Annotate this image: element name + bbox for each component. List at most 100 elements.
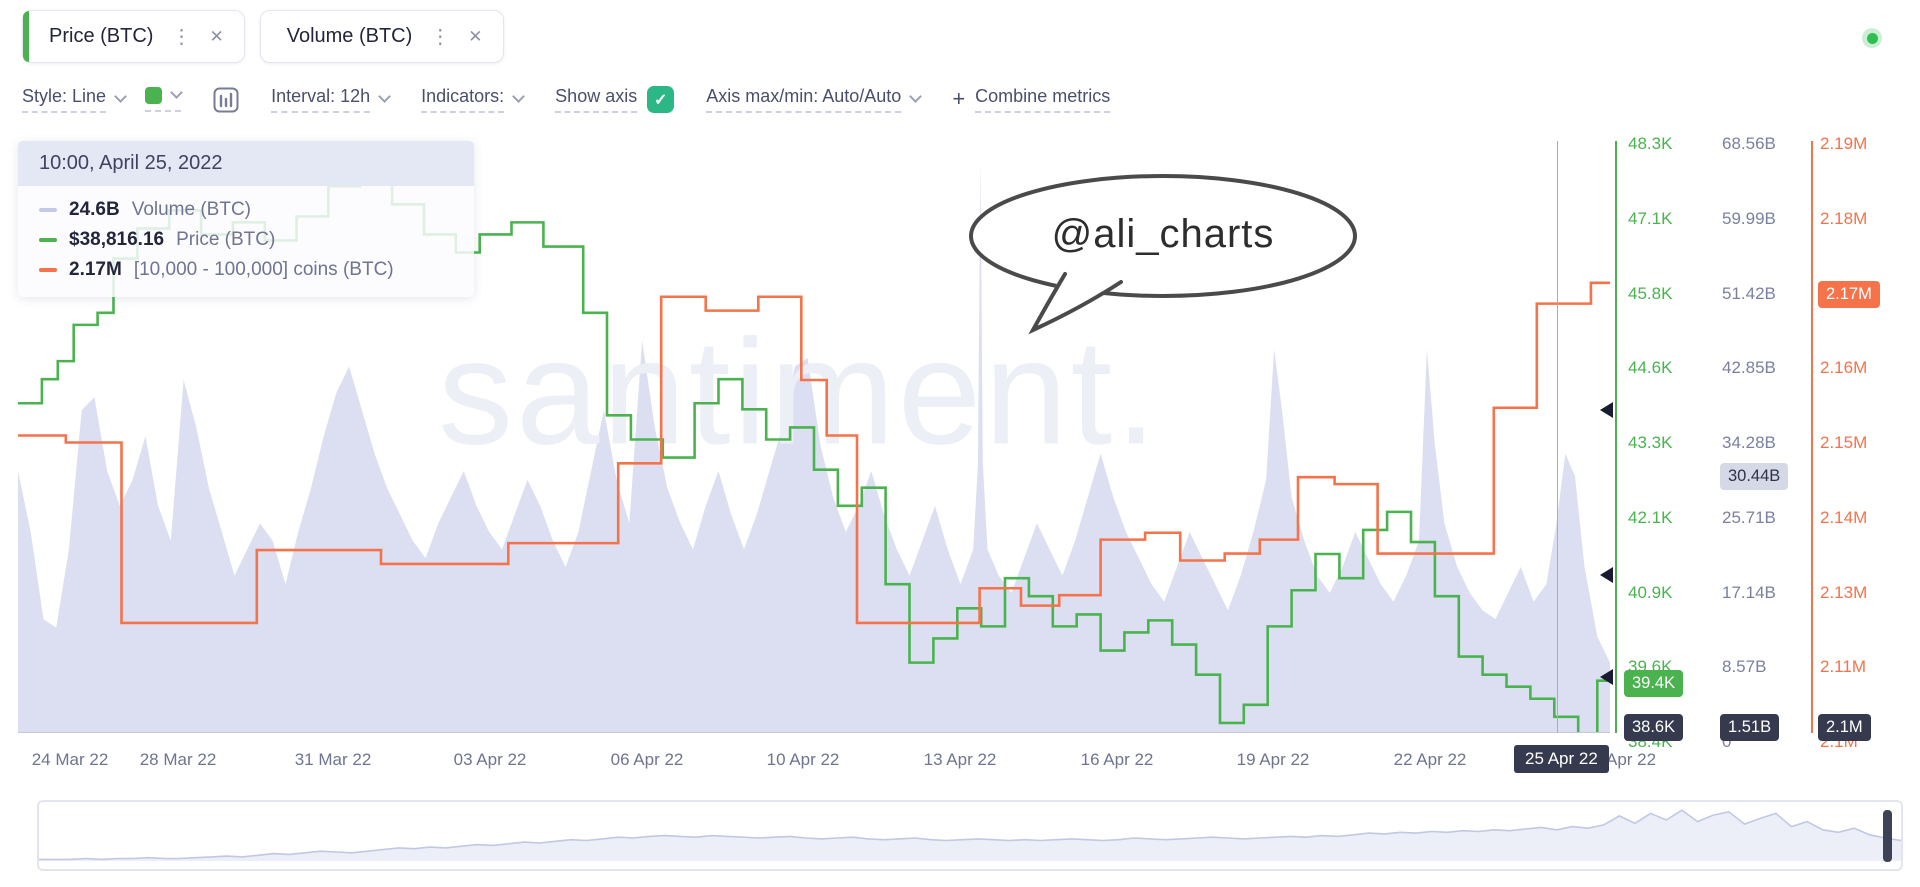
- axis-tick-label: 44.6K: [1628, 358, 1673, 378]
- color-picker-dropdown[interactable]: [145, 86, 183, 112]
- coins-current-badge: 2.17M: [1818, 281, 1880, 308]
- axis-tick-label: 45.8K: [1628, 283, 1673, 303]
- price-current-badge: 39.4K: [1624, 670, 1684, 697]
- x-tick-label: 03 Apr 22: [453, 750, 527, 769]
- axis-tick-label: 2.11M: [1820, 657, 1866, 677]
- x-tick-label: 24 Mar 22: [31, 750, 109, 769]
- x-axis-partial-label: Apr 22: [1606, 750, 1657, 769]
- axis-tick-label: 2.15M: [1820, 433, 1868, 452]
- series-color-dash: [39, 208, 57, 212]
- axis-tick-label: 2.19M: [1820, 134, 1868, 153]
- status-dot-inner: [1866, 32, 1878, 44]
- show-axis-toggle[interactable]: Show axis ✓: [555, 86, 675, 113]
- tooltip-datetime: 10:00, April 25, 2022: [18, 141, 474, 186]
- status-indicator-dot: [1862, 28, 1882, 48]
- tooltip-value: 2.17M: [69, 259, 122, 280]
- crosshair-line: [1557, 141, 1558, 733]
- metric-tab-bar: Price (BTC) ⋮ ✕ Volume (BTC) ⋮ ✕: [22, 10, 504, 63]
- tab-volume-btc[interactable]: Volume (BTC) ⋮ ✕: [259, 10, 504, 63]
- chevron-down-icon: [378, 90, 391, 103]
- plus-icon: +: [952, 85, 966, 111]
- axis-tick-label: 59.99B: [1722, 208, 1776, 228]
- indicators-dropdown[interactable]: Indicators:: [421, 86, 526, 113]
- chart-plot-area[interactable]: santiment.: [18, 141, 1610, 733]
- tooltip-series-label: Price (BTC): [176, 229, 276, 250]
- axis-tick-label: 68.56B: [1722, 134, 1776, 153]
- x-tick-label: 06 Apr 22: [610, 750, 684, 769]
- annotation-bubble: [969, 174, 1357, 335]
- axis-tick-label: 43.3K: [1628, 433, 1673, 452]
- tooltip-value: $38,816.16: [69, 229, 165, 250]
- tooltip-value: 24.6B: [69, 199, 120, 220]
- x-tick-label: 28 Mar 22: [139, 750, 217, 769]
- tab-menu-kebab-icon[interactable]: ⋮: [430, 25, 451, 48]
- axis-marker-triangle: [1600, 669, 1613, 685]
- tab-label: Volume (BTC): [286, 25, 413, 47]
- axis-tick-label: 2.14M: [1820, 507, 1868, 527]
- series-color-dash: [39, 238, 57, 242]
- show-axis-label: Show axis: [555, 86, 638, 113]
- combine-metrics-button[interactable]: + Combine metrics: [952, 85, 1111, 113]
- svg-text:santiment.: santiment.: [438, 308, 1160, 476]
- chart-toolbar: Style: Line Interval: 12h Indicators:: [22, 85, 1111, 113]
- selected-date-badge: 25 Apr 22: [1514, 745, 1609, 773]
- x-tick-label: 31 Mar 22: [294, 750, 372, 769]
- brush-resize-handle[interactable]: [1883, 810, 1892, 862]
- interval-dropdown-label: Interval: 12h: [271, 86, 371, 113]
- x-tick-label: 13 Apr 22: [923, 750, 997, 769]
- style-dropdown[interactable]: Style: Line: [22, 86, 127, 113]
- axis-tick-label: 42.1K: [1628, 507, 1673, 527]
- minimap-chart-svg: [39, 809, 1901, 861]
- x-tick-label: 19 Apr 22: [1236, 750, 1310, 769]
- volume-current-badge: 30.44B: [1720, 463, 1789, 490]
- axis-tick-label: 2.13M: [1820, 582, 1868, 602]
- annotation-text: @ali_charts: [1051, 212, 1275, 256]
- axis-tick-label: 2.18M: [1820, 208, 1868, 228]
- axis-tick-label: 42.85B: [1722, 358, 1776, 378]
- interval-icon-button[interactable]: [213, 87, 239, 113]
- x-tick-label: 10 Apr 22: [766, 750, 840, 769]
- coins-axis-line: [1811, 141, 1813, 733]
- axis-tick-label: 8.57B: [1722, 657, 1767, 677]
- axis-tick-label: 17.14B: [1722, 582, 1776, 602]
- axis-maxmin-dropdown[interactable]: Axis max/min: Auto/Auto: [706, 86, 923, 113]
- color-swatch-wrap: [145, 86, 183, 112]
- combine-metrics-label: Combine metrics: [975, 86, 1111, 113]
- indicators-dropdown-label: Indicators:: [421, 86, 505, 113]
- series-color-swatch: [145, 87, 163, 104]
- tooltip-rows: 24.6B Volume (BTC) $38,816.16 Price (BTC) 2.…: [18, 186, 474, 297]
- axis-tick-label: 2.16M: [1820, 358, 1868, 378]
- price-bottom-badge: 38.6K: [1624, 714, 1684, 741]
- style-dropdown-label: Style: Line: [22, 86, 107, 113]
- active-tab-accent: [23, 11, 29, 62]
- timeline-brush[interactable]: [37, 800, 1903, 871]
- tab-label: Price (BTC): [49, 25, 154, 47]
- tooltip-series-label: Volume (BTC): [131, 199, 252, 220]
- axis-tick-label: 48.3K: [1628, 134, 1673, 153]
- axis-marker-triangle: [1600, 402, 1613, 418]
- price-axis-line: [1615, 141, 1617, 733]
- show-axis-checkbox[interactable]: ✓: [647, 86, 675, 113]
- volume-bottom-badge: 1.51B: [1720, 714, 1780, 741]
- axis-tick-label: 51.42B: [1722, 283, 1776, 303]
- tab-menu-kebab-icon[interactable]: ⋮: [171, 25, 192, 48]
- tab-close-icon[interactable]: ✕: [468, 26, 483, 46]
- axis-tick-label: 25.71B: [1722, 507, 1776, 527]
- chevron-down-icon: [512, 90, 526, 103]
- tab-price-btc[interactable]: Price (BTC) ⋮ ✕: [22, 10, 245, 63]
- interval-dropdown[interactable]: Interval: 12h: [271, 86, 391, 113]
- bar-chart-icon: [213, 87, 239, 112]
- tab-close-icon[interactable]: ✕: [209, 26, 224, 46]
- chart-tooltip: 10:00, April 25, 2022 24.6B Volume (BTC) $…: [18, 141, 474, 297]
- axis-maxmin-label: Axis max/min: Auto/Auto: [706, 86, 902, 113]
- coins-bottom-badge: 2.1M: [1818, 714, 1871, 741]
- chevron-down-icon: [909, 90, 923, 103]
- axis-marker-triangle: [1600, 567, 1613, 583]
- chevron-down-icon: [114, 90, 127, 103]
- chevron-down-icon: [170, 86, 183, 99]
- x-tick-label: 16 Apr 22: [1080, 750, 1154, 769]
- axis-tick-label: 0: [1722, 732, 1732, 751]
- axis-tick-label: 34.28B: [1722, 433, 1776, 452]
- tooltip-series-label: [10,000 - 100,000] coins (BTC): [133, 259, 394, 280]
